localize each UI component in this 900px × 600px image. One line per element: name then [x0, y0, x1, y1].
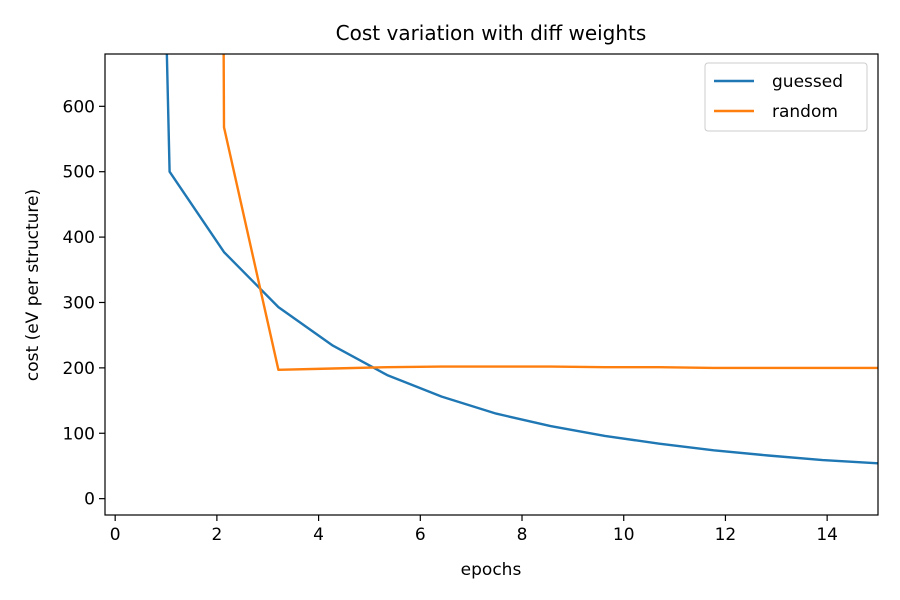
x-axis-label: epochs — [461, 560, 522, 580]
x-tick-label: 6 — [415, 525, 426, 545]
chart-title: Cost variation with diff weights — [336, 21, 647, 45]
series-line-guessed — [165, 54, 878, 465]
x-tick-label: 8 — [517, 525, 528, 545]
legend-label-guessed: guessed — [772, 72, 843, 92]
y-tick-label: 0 — [84, 490, 95, 510]
y-axis-label: cost (eV per structure) — [23, 189, 43, 381]
x-tick-label: 4 — [313, 525, 324, 545]
series-line-random — [222, 54, 878, 371]
y-tick-label: 100 — [63, 424, 95, 444]
y-tick-label: 500 — [63, 163, 95, 183]
series-layer — [165, 54, 878, 465]
x-tick-label: 0 — [110, 525, 121, 545]
x-tick-label: 10 — [613, 525, 635, 545]
y-tick-label: 200 — [63, 359, 95, 379]
y-tick-label: 300 — [63, 293, 95, 313]
y-axis: 0 100 200 300 400 500 600 — [63, 97, 105, 510]
x-tick-label: 2 — [211, 525, 222, 545]
legend-label-random: random — [772, 102, 838, 122]
plot-frame — [104, 53, 879, 516]
x-axis: 0 2 4 6 8 10 12 14 — [110, 515, 838, 545]
y-tick-label: 400 — [63, 228, 95, 248]
x-tick-label: 12 — [715, 525, 737, 545]
y-tick-label: 600 — [63, 97, 95, 117]
legend: guessed random — [704, 62, 868, 132]
x-tick-label: 14 — [816, 525, 838, 545]
